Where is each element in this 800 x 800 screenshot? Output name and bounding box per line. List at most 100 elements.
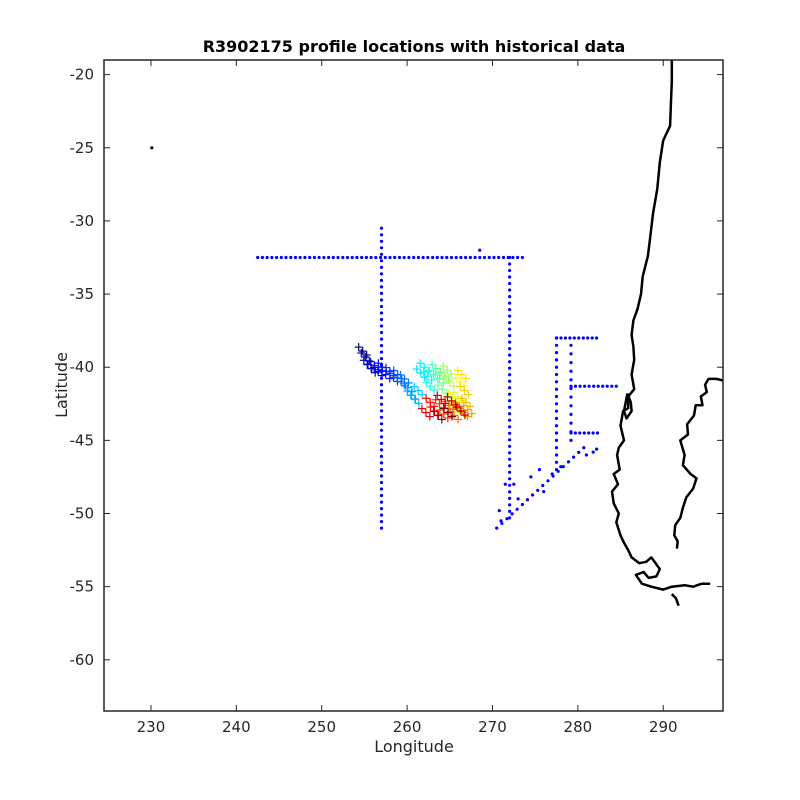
historical-point [569,404,573,408]
profile-point [440,404,457,421]
historical-point [554,380,559,384]
historical-point [327,255,331,260]
historical-point [322,255,326,260]
historical-point [508,268,512,273]
historical-point [341,255,345,260]
historical-point [379,480,384,485]
historical-point [379,435,384,439]
historical-point [501,255,506,260]
historical-point [312,255,316,260]
profile-point [419,367,436,384]
historical-point [379,500,384,504]
historical-point [379,350,384,354]
historical-data-layer [150,146,618,530]
historical-point [583,384,587,388]
historical-point [416,255,420,260]
historical-point [531,493,535,497]
historical-point [554,365,559,369]
historical-point [573,431,578,435]
historical-point [508,444,512,448]
historical-point [379,513,384,517]
historical-point [379,298,384,302]
historical-point [440,255,444,260]
profile-point [422,378,439,395]
historical-point [492,255,496,260]
historical-point [508,366,512,370]
historical-point [379,396,384,400]
historical-point [308,255,312,260]
historical-point [595,336,599,340]
historical-point [445,255,449,260]
historical-point [468,255,472,260]
historical-point [369,255,373,260]
y-tick-label: -20 [70,66,95,84]
historical-point [379,448,384,452]
historical-point [508,470,512,474]
historical-point [508,281,512,286]
historical-point [379,330,384,335]
historical-point [586,336,590,340]
historical-point [520,502,525,507]
historical-point [569,361,573,365]
historical-point [584,453,589,457]
historical-point [402,255,406,260]
historical-point [379,252,384,256]
x-tick-label: 270 [478,718,507,736]
historical-point [554,351,559,355]
chart-title: R3902175 profile locations with historic… [203,37,626,56]
historical-point [516,255,520,260]
historical-point [508,262,512,266]
historical-point [577,450,581,454]
historical-point [407,255,411,260]
historical-point [397,255,402,260]
historical-point [508,308,512,312]
historical-point [459,255,463,260]
historical-point [379,474,384,478]
historical-point [379,246,384,250]
historical-point [554,387,559,391]
x-tick-label: 260 [393,718,422,736]
historical-point [573,384,578,388]
historical-point [393,255,397,260]
historical-point [614,384,618,388]
historical-point [508,431,512,435]
historical-point [569,384,573,388]
historical-point [379,441,384,445]
y-tick-label: -55 [70,578,95,596]
historical-point [270,255,274,260]
historical-point [317,255,321,260]
historical-point [256,255,260,260]
historical-point [577,336,581,340]
historical-point [569,412,573,416]
historical-point [563,336,568,340]
historical-point [508,509,512,513]
historical-point [379,520,384,524]
profile-point [456,382,473,399]
profile-point [439,362,456,379]
historical-point [508,373,512,377]
historical-point [508,516,512,520]
historical-point [508,347,512,351]
historical-point [578,384,582,388]
historical-point [379,507,384,511]
historical-point [508,425,512,429]
historical-point [554,438,559,442]
historical-point [379,409,384,413]
historical-point [487,255,491,260]
historical-point [508,334,512,338]
historical-point [379,422,384,426]
historical-point [511,255,515,260]
historical-point [554,446,559,450]
profile-point [412,365,429,382]
historical-point [537,468,542,472]
historical-point [379,226,384,230]
historical-point [601,384,605,388]
historical-point [529,475,533,479]
historical-point [379,357,384,361]
y-tick-label: -60 [70,651,95,669]
historical-point [525,498,530,502]
historical-point [554,409,559,413]
historical-point [559,465,563,469]
profile-point [459,401,476,418]
historical-point [554,343,559,347]
